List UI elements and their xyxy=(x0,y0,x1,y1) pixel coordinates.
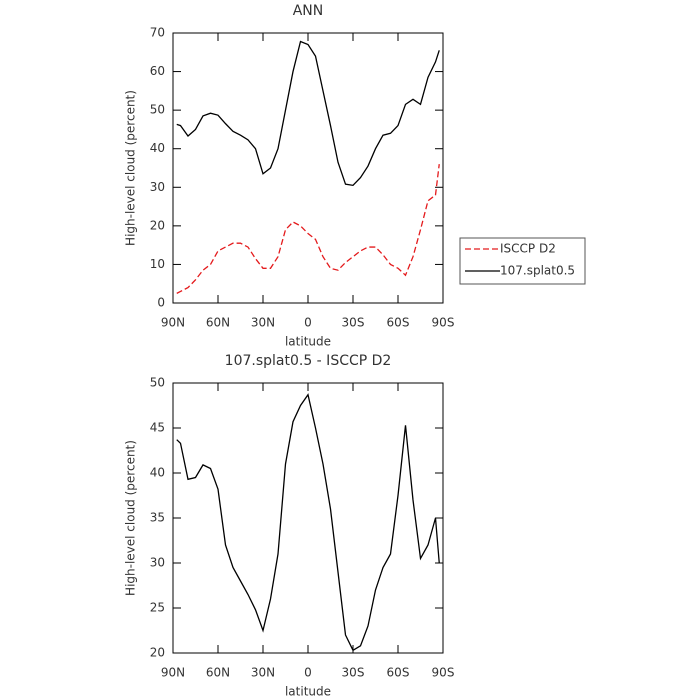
x-tick-label: 90S xyxy=(432,666,455,680)
x-tick-label: 30N xyxy=(251,316,275,330)
y-tick-label: 60 xyxy=(150,64,165,78)
data-line xyxy=(176,164,440,294)
x-tick-label: 90N xyxy=(161,316,185,330)
data-line xyxy=(176,40,440,187)
plot-frame xyxy=(172,382,444,654)
x-tick-label: 60S xyxy=(387,316,410,330)
y-axis-label: High-level cloud (percent) xyxy=(124,90,138,246)
x-tick-label: 30S xyxy=(342,316,365,330)
y-tick-label: 30 xyxy=(150,556,165,570)
x-tick-label: 60N xyxy=(206,666,230,680)
x-tick-label: 90N xyxy=(161,666,185,680)
chart-title: ANN xyxy=(293,3,324,19)
y-tick-label: 10 xyxy=(150,257,165,271)
x-tick-label: 0 xyxy=(304,316,312,330)
y-tick-label: 40 xyxy=(150,141,165,155)
y-tick-label: 30 xyxy=(150,180,165,194)
y-tick-label: 25 xyxy=(150,601,165,615)
y-tick-label: 20 xyxy=(150,218,165,232)
y-tick-label: 50 xyxy=(150,103,165,117)
y-tick-label: 40 xyxy=(150,466,165,480)
x-axis-label: latitude xyxy=(285,685,331,699)
y-tick-label: 35 xyxy=(150,511,165,525)
x-tick-label: 90S xyxy=(432,316,455,330)
y-tick-label: 50 xyxy=(150,376,165,390)
chart-title: 107.splat0.5 - ISCCP D2 xyxy=(225,353,392,369)
x-axis-label: latitude xyxy=(285,335,331,349)
y-tick-label: 0 xyxy=(157,296,165,310)
y-axis-label: High-level cloud (percent) xyxy=(124,440,138,596)
x-tick-label: 30S xyxy=(342,666,365,680)
y-tick-label: 20 xyxy=(150,646,165,660)
legend-box xyxy=(459,237,586,285)
x-tick-label: 60N xyxy=(206,316,230,330)
legend-label: 107.splat0.5 xyxy=(500,264,575,278)
y-tick-label: 70 xyxy=(150,26,165,40)
x-tick-label: 60S xyxy=(387,666,410,680)
x-tick-label: 30N xyxy=(251,666,275,680)
plot-frame xyxy=(172,32,444,304)
data-line xyxy=(176,393,440,652)
y-tick-label: 45 xyxy=(150,421,165,435)
legend-label: ISCCP D2 xyxy=(500,242,556,256)
x-tick-label: 0 xyxy=(304,666,312,680)
